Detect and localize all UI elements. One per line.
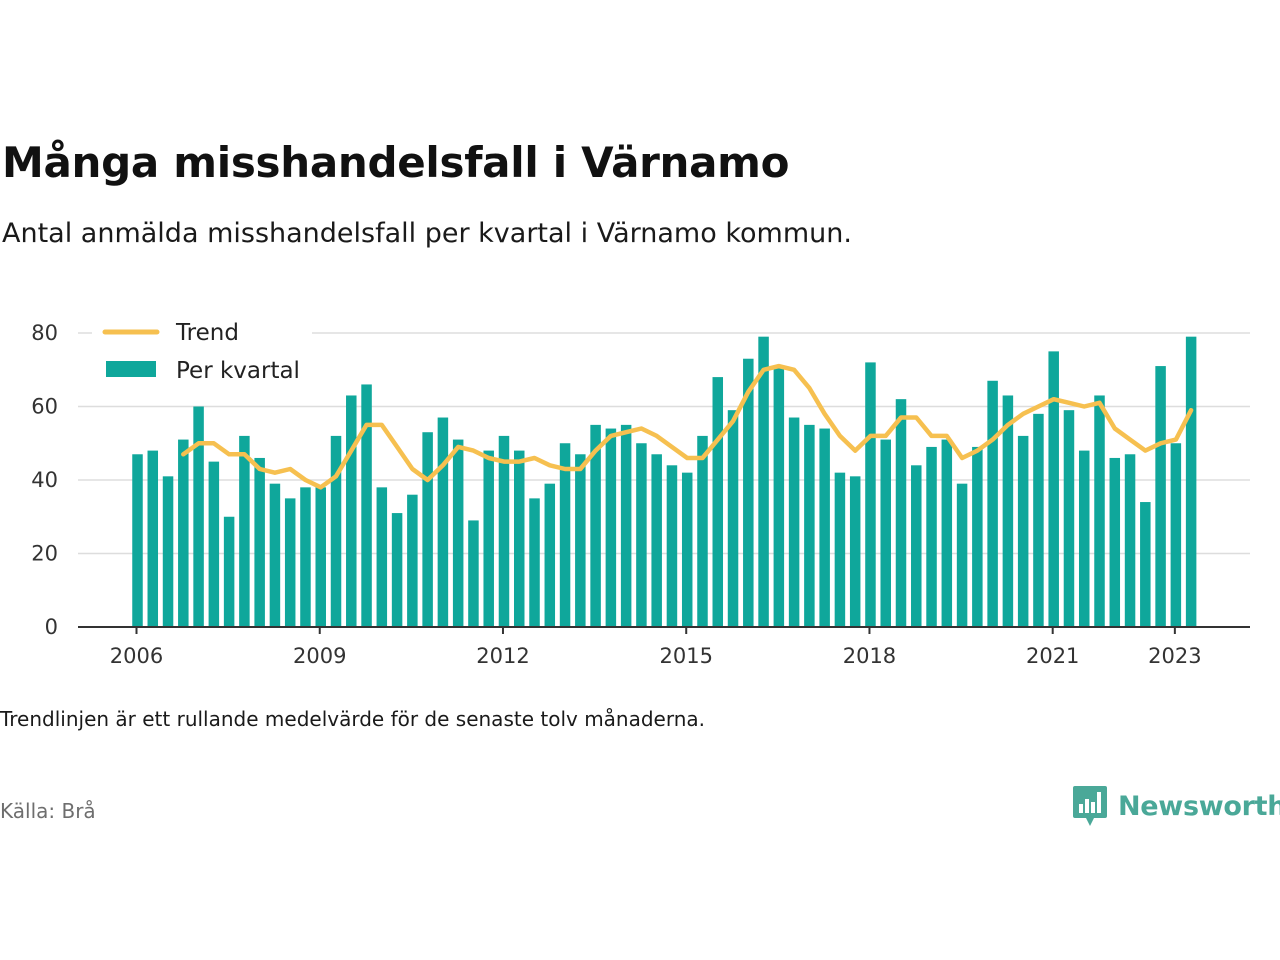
bar [911, 465, 922, 627]
bar [743, 358, 754, 627]
bar [895, 399, 907, 627]
bar [987, 380, 998, 627]
chart-title: Många misshandelsfall i Värnamo [2, 138, 790, 187]
bar [422, 432, 433, 627]
legend-background [92, 314, 312, 394]
bar [208, 461, 220, 627]
bar [605, 428, 617, 627]
bar [712, 377, 724, 627]
bar [941, 439, 953, 627]
bar [162, 476, 174, 627]
bar [1155, 366, 1166, 627]
bar [697, 435, 708, 627]
bar [254, 457, 265, 627]
bar [529, 498, 540, 627]
x-tick-label: 2021 [1026, 644, 1079, 668]
legend-bar-label: Per kvartal [176, 358, 300, 384]
bar [1017, 435, 1029, 627]
bar [315, 487, 326, 627]
bar [284, 498, 296, 627]
bar [636, 443, 647, 627]
bar [391, 513, 403, 627]
newsworthy-logo-icon [1073, 786, 1107, 826]
bar [559, 443, 571, 627]
bar [849, 476, 861, 627]
bar [620, 424, 632, 627]
bar [758, 336, 769, 627]
bar [773, 366, 785, 627]
y-tick-label: 20 [31, 542, 58, 566]
y-tick-label: 80 [31, 321, 58, 345]
bar [819, 428, 830, 627]
bar [269, 483, 281, 627]
bar [300, 487, 311, 627]
bar [346, 395, 357, 627]
bar [407, 494, 418, 627]
y-tick-label: 0 [45, 615, 58, 639]
bar [514, 450, 525, 627]
bar [468, 520, 479, 627]
x-tick-label: 2006 [110, 644, 163, 668]
y-tick-label: 60 [31, 395, 58, 419]
bar [452, 439, 464, 627]
bar [147, 450, 159, 627]
x-tick-label: 2015 [659, 644, 712, 668]
chart-subtitle: Antal anmälda misshandelsfall per kvarta… [2, 218, 852, 249]
bar [193, 406, 204, 627]
bar [239, 435, 250, 627]
newsworthy-logo[interactable]: Newsworthy [1072, 784, 1280, 828]
bar [330, 435, 342, 627]
footnote: Trendlinjen är ett rullande medelvärde f… [0, 707, 706, 731]
bar [1185, 336, 1197, 627]
bar [483, 450, 494, 627]
bar [1170, 443, 1182, 627]
bar [834, 472, 846, 627]
bar [1002, 395, 1014, 627]
bar [880, 439, 891, 627]
trend-line [181, 363, 1194, 490]
bar [590, 424, 601, 627]
brand-name: Newsworthy [1118, 790, 1280, 822]
bar [972, 446, 983, 627]
y-tick-label: 40 [31, 468, 58, 492]
bar [788, 417, 800, 627]
bar [926, 446, 937, 627]
bar [223, 516, 235, 627]
x-tick-label: 2012 [476, 644, 529, 668]
bar [804, 424, 815, 627]
bar [498, 435, 510, 627]
x-tick-label: 2018 [843, 644, 896, 668]
bar [544, 483, 556, 627]
bar [1109, 457, 1121, 627]
bar [1033, 413, 1044, 627]
bar [956, 483, 968, 627]
bar [132, 454, 143, 627]
bar [681, 472, 693, 627]
bar [1124, 454, 1136, 627]
bar [727, 410, 739, 627]
bar [437, 417, 449, 627]
legend-bar-swatch [106, 361, 156, 377]
x-tick-label: 2009 [293, 644, 346, 668]
source-note: Källa: Brå [0, 799, 96, 823]
bar [361, 384, 372, 627]
bar [1140, 502, 1151, 627]
bar [1078, 450, 1090, 627]
bar [1048, 351, 1059, 627]
bar [376, 487, 388, 627]
bar [178, 439, 189, 627]
chart: 0 20 40 60 80 2006 2009 2012 2015 2018 2021 2023 Tre… [31, 314, 1250, 668]
bar [1063, 410, 1075, 627]
x-tick-label: 2023 [1148, 644, 1201, 668]
bar [575, 454, 586, 627]
bar [865, 362, 876, 627]
legend-trend-label: Trend [175, 320, 239, 346]
bar [666, 465, 678, 627]
bar [1094, 395, 1105, 627]
bar [651, 454, 662, 627]
